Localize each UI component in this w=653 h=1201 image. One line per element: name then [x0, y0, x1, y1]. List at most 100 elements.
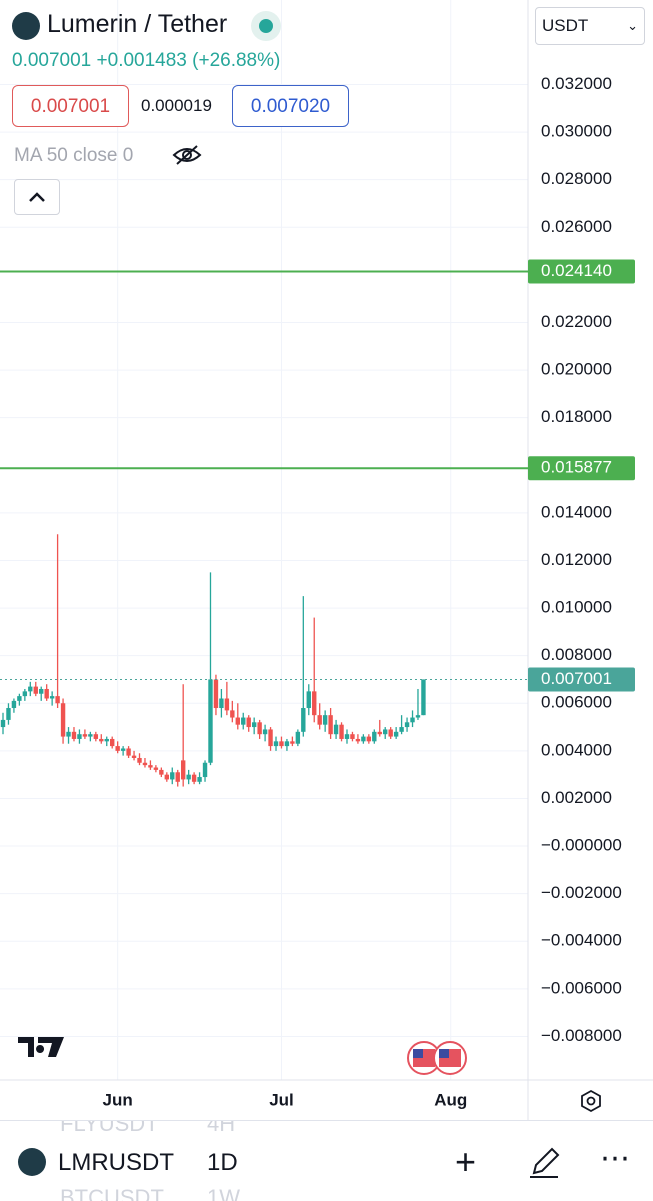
candle-body	[11, 700, 17, 709]
candle-body	[44, 688, 49, 699]
candle-body	[82, 734, 88, 737]
draw-button[interactable]	[528, 1145, 560, 1179]
price-line-label: 0.024140	[541, 261, 612, 280]
chart: 0.032000 0.030000 0.028000 0.026000 0.022000…	[0, 0, 653, 1120]
candle-body	[197, 777, 202, 782]
currency-select[interactable]: USDT ⌄	[535, 7, 645, 45]
candle-body	[224, 698, 230, 711]
y-tick-label: 0.002000	[541, 788, 612, 807]
candle-body	[306, 691, 311, 709]
candle-body	[421, 679, 426, 716]
bottom-bar: FLYUSDT 4H LMRUSDT 1D + ⋯ BTCUSDT 1W	[0, 1120, 653, 1201]
bid-button[interactable]: 0.007001	[12, 85, 129, 127]
candle-body	[317, 715, 322, 725]
candle-body	[22, 691, 28, 697]
x-tick-label: Jun	[103, 1090, 133, 1109]
footer-interval[interactable]: 1D	[207, 1149, 238, 1176]
y-tick-label: −0.000000	[541, 836, 622, 855]
candle-body	[295, 731, 301, 744]
candle-body	[344, 734, 350, 739]
candle-body	[404, 722, 410, 728]
candle-body	[257, 722, 262, 735]
candle-body	[290, 741, 295, 744]
candle-body	[126, 748, 131, 756]
collapse-button[interactable]	[14, 179, 60, 215]
settings-icon[interactable]	[581, 1089, 601, 1113]
y-tick-label: −0.004000	[541, 931, 622, 950]
candle-body	[328, 715, 333, 735]
candle-body	[219, 698, 224, 709]
dropdown-arrow: ⌄	[627, 18, 638, 33]
candle-body	[170, 772, 175, 780]
y-tick-label: 0.004000	[541, 740, 612, 759]
candle-body	[393, 731, 399, 737]
candle-body	[186, 774, 191, 780]
last-price: 0.007001	[12, 50, 92, 71]
candle-body	[372, 731, 377, 742]
candle-body	[180, 760, 186, 780]
candle-body	[164, 774, 170, 780]
candle-body	[312, 691, 317, 716]
y-tick-label: 0.028000	[541, 169, 612, 188]
candle-body	[262, 729, 268, 735]
settings-hexagon	[581, 1089, 601, 1113]
ghost-symbol: BTCUSDT	[60, 1185, 164, 1201]
candle-body	[339, 724, 344, 739]
ask-button[interactable]: 0.007020	[232, 85, 349, 127]
y-tick-label: 0.018000	[541, 407, 612, 426]
candle-body	[230, 710, 235, 718]
y-tick-label: 0.008000	[541, 645, 612, 664]
candle-body	[148, 765, 153, 768]
candle-body	[159, 769, 164, 775]
y-tick-label: −0.006000	[541, 978, 622, 997]
flag-canton	[439, 1049, 449, 1058]
candle-body	[322, 715, 328, 725]
candle-body	[77, 734, 82, 739]
candle-body	[279, 741, 284, 747]
market-status[interactable]	[251, 11, 281, 41]
candle-body	[361, 736, 366, 742]
candle-body	[202, 762, 208, 778]
y-tick-label: 0.020000	[541, 360, 612, 379]
candle-body	[153, 767, 159, 770]
candle-body	[410, 717, 415, 723]
event-flag[interactable]	[407, 1041, 441, 1075]
symbol-logo[interactable]	[12, 12, 40, 40]
symbol-title[interactable]: Lumerin / Tether	[47, 10, 228, 38]
candle-body	[142, 762, 148, 766]
price-change: +0.001483	[96, 50, 187, 71]
candle-body	[191, 774, 197, 782]
tv-logo	[18, 1037, 64, 1057]
candle-body	[208, 679, 213, 763]
candle-body	[131, 755, 137, 758]
candle-body	[39, 688, 44, 694]
candle-body	[71, 731, 77, 739]
candle-body	[88, 734, 93, 737]
candle-body	[99, 738, 104, 742]
y-tick-label: 0.030000	[541, 122, 612, 141]
candle-body	[0, 719, 6, 728]
add-button[interactable]: +	[455, 1141, 477, 1182]
x-tick-label: Aug	[434, 1090, 467, 1109]
x-tick-label: Jul	[269, 1090, 294, 1109]
candle-body	[415, 715, 421, 718]
event-flag[interactable]	[433, 1041, 467, 1075]
candle-body	[268, 729, 273, 747]
candle-body	[93, 734, 99, 739]
footer-logo[interactable]	[18, 1148, 46, 1176]
hide-icon[interactable]	[171, 142, 203, 168]
indicator-label[interactable]: MA 50 close 0	[14, 145, 134, 166]
candle-body	[388, 729, 393, 737]
more-button[interactable]: ⋯	[600, 1142, 631, 1175]
candle-body	[301, 708, 306, 732]
ghost-interval: 1W	[207, 1185, 240, 1201]
candle-body	[251, 722, 257, 728]
candle-body	[273, 741, 279, 747]
candle-body	[66, 731, 71, 737]
price-line-label: 0.015877	[541, 458, 612, 477]
footer-symbol[interactable]: LMRUSDT	[58, 1149, 175, 1176]
status-dot	[259, 19, 273, 33]
candle-body	[355, 738, 361, 742]
candle-body	[55, 696, 60, 704]
